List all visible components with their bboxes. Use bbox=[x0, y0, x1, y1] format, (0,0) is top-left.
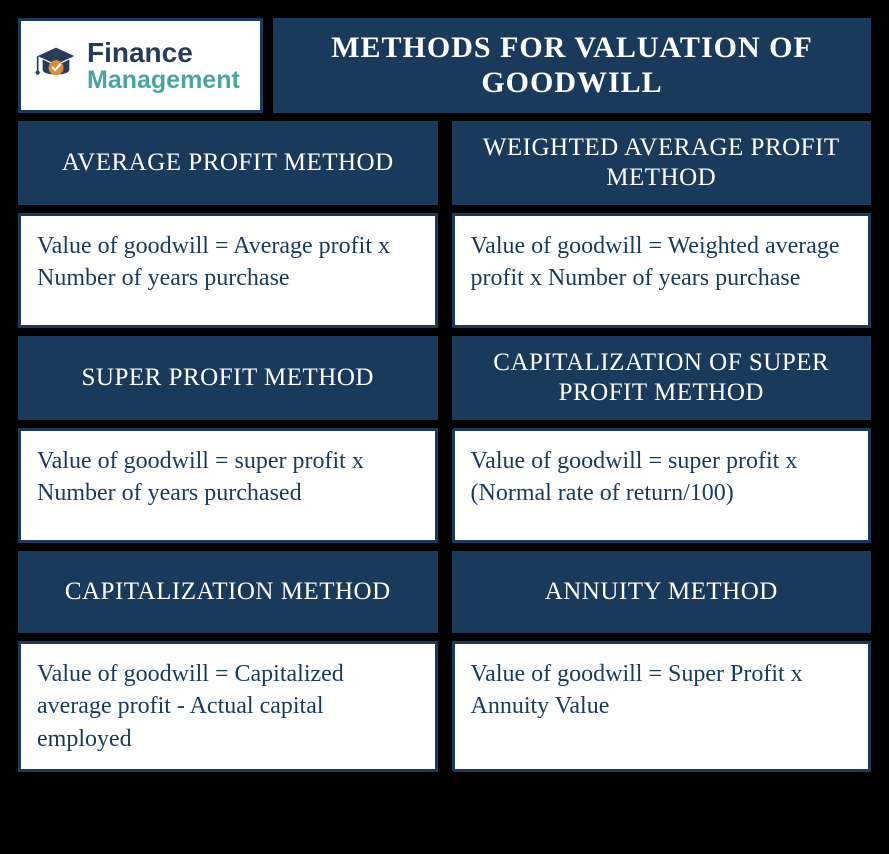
logo-finance-label: Finance bbox=[87, 38, 240, 67]
graduation-cap-icon bbox=[31, 41, 81, 91]
infographic-container: Finance Management METHODS FOR VALUATION… bbox=[18, 18, 871, 772]
logo-text: Finance Management bbox=[87, 38, 240, 94]
method-body: Value of goodwill = Average profit x Num… bbox=[18, 213, 438, 328]
logo-box: Finance Management bbox=[18, 18, 263, 113]
method-header: AVERAGE PROFIT METHOD bbox=[18, 121, 438, 205]
logo-management-label: Management bbox=[87, 67, 240, 93]
method-header: WEIGHTED AVERAGE PROFIT METHOD bbox=[452, 121, 872, 205]
method-header: CAPITALIZATION OF SUPER PROFIT METHOD bbox=[452, 336, 872, 420]
method-body: Value of goodwill = super profit x Numbe… bbox=[18, 428, 438, 543]
methods-grid: AVERAGE PROFIT METHOD WEIGHTED AVERAGE P… bbox=[18, 121, 871, 772]
header-row: Finance Management METHODS FOR VALUATION… bbox=[18, 18, 871, 113]
method-body: Value of goodwill = Weighted average pro… bbox=[452, 213, 872, 328]
method-header: CAPITALIZATION METHOD bbox=[18, 551, 438, 633]
method-body: Value of goodwill = super profit x (Norm… bbox=[452, 428, 872, 543]
method-body: Value of goodwill = Capitalized average … bbox=[18, 641, 438, 772]
method-header: SUPER PROFIT METHOD bbox=[18, 336, 438, 420]
method-body: Value of goodwill = Super Profit x Annui… bbox=[452, 641, 872, 772]
method-header: ANNUITY METHOD bbox=[452, 551, 872, 633]
main-title: METHODS FOR VALUATION OF GOODWILL bbox=[273, 18, 871, 113]
